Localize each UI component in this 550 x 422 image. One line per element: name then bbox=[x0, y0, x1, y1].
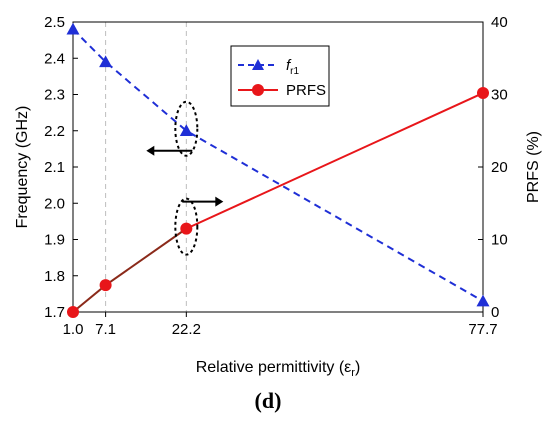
legend-label-f-r1-main: f bbox=[286, 57, 292, 74]
panel-label: (d) bbox=[255, 388, 282, 413]
annotation-arrow-right-head bbox=[215, 196, 224, 207]
y-left-tick-label-5: 2.2 bbox=[44, 123, 65, 140]
y-right-tick-label-3: 30 bbox=[491, 87, 508, 104]
y-right-tick-label-2: 20 bbox=[491, 159, 508, 176]
y-left-tick-label-0: 1.7 bbox=[44, 304, 65, 321]
legend-label-prfs: PRFS bbox=[286, 82, 326, 99]
y-axis-right-title: PRFS (%) bbox=[525, 131, 542, 203]
legend-swatch-f-r1-marker bbox=[252, 59, 264, 70]
legend-box bbox=[230, 45, 330, 107]
y-left-tick-label-3: 2.0 bbox=[44, 195, 65, 212]
series-f-r1-point-1 bbox=[99, 55, 113, 68]
legend-label-f-r1-sub: r1 bbox=[290, 66, 299, 77]
right-axis-ticks: 0 10 20 30 40 bbox=[478, 14, 508, 321]
x-axis-title-main: Relative permittivity (ε bbox=[196, 359, 352, 376]
annotation-ellipse-frequency bbox=[174, 100, 199, 157]
x-tick-label-1: 7.1 bbox=[95, 321, 116, 338]
series-prfs-point-3 bbox=[477, 87, 489, 100]
series-f-r1-point-2 bbox=[179, 124, 193, 136]
x-tick-label-3: 77.7 bbox=[468, 321, 497, 338]
series-prfs-line-initial bbox=[72, 227, 187, 313]
series-prfs-line bbox=[185, 92, 484, 230]
series-prfs-point-0 bbox=[67, 306, 79, 318]
series-prfs-point-1 bbox=[99, 279, 112, 292]
y-axis-left-title: Frequency (GHz) bbox=[14, 106, 31, 229]
y-left-tick-label-6: 2.3 bbox=[44, 87, 65, 104]
series-lines bbox=[66, 22, 490, 318]
legend: fr1 PRFS bbox=[230, 45, 330, 107]
series-f-r1-point-0 bbox=[66, 22, 80, 35]
annotations bbox=[146, 100, 224, 256]
annotation-arrow-left-head bbox=[146, 145, 155, 156]
y-right-tick-label-4: 40 bbox=[491, 14, 508, 31]
series-f-r1-point-3 bbox=[476, 294, 490, 307]
series-prfs-point-2 bbox=[180, 222, 193, 235]
legend-label-f-r1: fr1 bbox=[286, 57, 300, 77]
x-tick-label-0: 1.0 bbox=[63, 321, 84, 338]
y-left-tick-label-7: 2.4 bbox=[44, 50, 65, 67]
grid-lines bbox=[105, 22, 187, 312]
annotation-ellipse-prfs bbox=[174, 197, 199, 256]
y-left-tick-label-1: 1.8 bbox=[44, 268, 65, 285]
legend-swatch-prfs-marker bbox=[252, 84, 264, 96]
x-axis-title: Relative permittivity (εr) bbox=[196, 359, 361, 379]
y-right-tick-label-1: 10 bbox=[491, 232, 508, 249]
y-left-tick-label-8: 2.5 bbox=[44, 14, 65, 31]
x-axis-ticks: 1.0 7.1 22.2 77.7 bbox=[63, 312, 498, 338]
y-left-tick-label-4: 2.1 bbox=[44, 159, 65, 176]
x-tick-label-2: 22.2 bbox=[172, 321, 201, 338]
y-right-tick-label-0: 0 bbox=[491, 304, 499, 321]
series-f-r1-line bbox=[72, 28, 484, 302]
left-axis-ticks: 1.7 1.8 1.9 2.0 2.1 2.2 2.3 2.4 2.5 bbox=[44, 14, 78, 321]
x-axis-title-sub: r bbox=[351, 367, 355, 379]
x-axis-title-close: ) bbox=[355, 359, 360, 376]
y-left-tick-label-2: 1.9 bbox=[44, 232, 65, 249]
